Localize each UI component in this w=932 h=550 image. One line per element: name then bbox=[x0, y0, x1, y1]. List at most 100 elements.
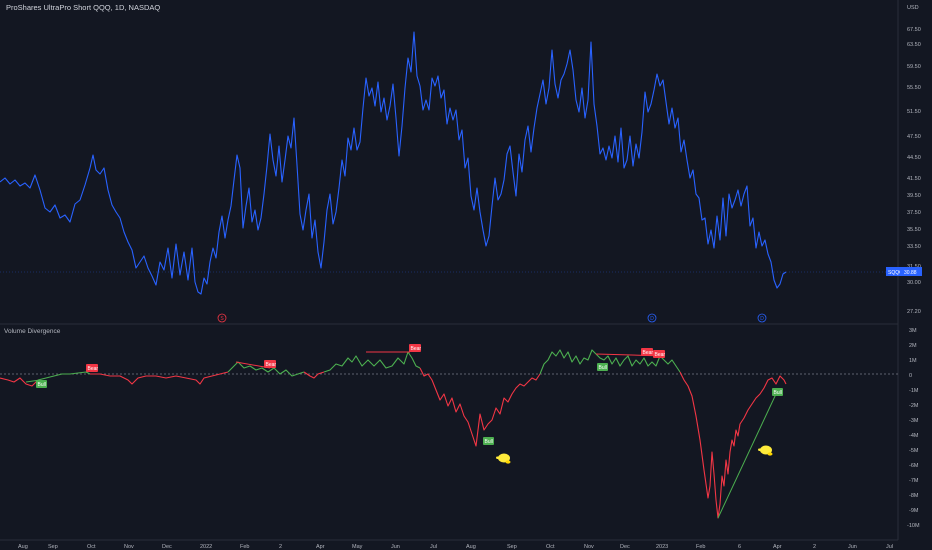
time-tick: Aug bbox=[18, 544, 28, 550]
time-tick: May bbox=[352, 544, 363, 550]
vd-segment-bear bbox=[419, 367, 541, 447]
label-bg bbox=[409, 344, 421, 352]
label-text: Bear bbox=[411, 346, 422, 352]
indicator-tick: 1M bbox=[909, 358, 917, 364]
volume-divergence-line[interactable] bbox=[0, 349, 787, 519]
label-text: Bear bbox=[643, 350, 654, 356]
time-tick: Aug bbox=[466, 544, 476, 550]
symbol-title[interactable]: ProShares UltraPro Short QQQ, 1D, NASDAQ bbox=[6, 3, 161, 12]
time-tick: Feb bbox=[696, 544, 705, 550]
time-tick: Apr bbox=[316, 544, 325, 550]
label-text: Bull bbox=[599, 365, 607, 371]
price-tick: 67.50 bbox=[907, 27, 921, 33]
divergence-label-bull[interactable]: Bull bbox=[36, 380, 47, 388]
time-tick: Nov bbox=[584, 544, 594, 550]
time-tick: Feb bbox=[240, 544, 249, 550]
event-marker-circle bbox=[757, 313, 767, 323]
label-bg bbox=[36, 380, 47, 388]
label-bg bbox=[772, 388, 783, 396]
vd-segment-bull bbox=[539, 349, 681, 375]
price-tick: 27.20 bbox=[907, 309, 921, 315]
price-tick: 37.50 bbox=[907, 210, 921, 216]
label-bg bbox=[653, 350, 665, 358]
indicator-title[interactable]: Volume Divergence bbox=[4, 328, 61, 335]
label-text: Bear bbox=[266, 362, 277, 368]
indicator-tick: -8M bbox=[909, 493, 919, 499]
pointing-hand-icon bbox=[496, 453, 511, 464]
price-tick: 59.50 bbox=[907, 64, 921, 70]
badge-symbol: SQQQ bbox=[888, 270, 903, 276]
indicator-tick: 2M bbox=[909, 343, 917, 349]
price-tick: 63.50 bbox=[907, 42, 921, 48]
price-tick: 33.50 bbox=[907, 244, 921, 250]
divergence-label-bear[interactable]: Bear bbox=[264, 360, 276, 368]
price-tick: 44.50 bbox=[907, 155, 921, 161]
event-marker-label: S bbox=[220, 316, 224, 322]
divergence-label-bear[interactable]: Bear bbox=[86, 364, 98, 372]
label-text: Bear bbox=[655, 352, 666, 358]
divergence-label-bull[interactable]: Bull bbox=[772, 388, 783, 396]
time-tick: 2022 bbox=[200, 544, 212, 550]
indicator-tick: -5M bbox=[909, 448, 919, 454]
time-tick: 2 bbox=[813, 544, 816, 550]
time-tick: Dec bbox=[620, 544, 630, 550]
label-text: Bull bbox=[38, 382, 46, 388]
indicator-tick: -1M bbox=[909, 388, 919, 394]
badge-value-bg bbox=[900, 267, 922, 276]
label-bg bbox=[597, 363, 608, 371]
price-tick: 30.00 bbox=[907, 280, 921, 286]
divergence-label-bull[interactable]: Bull bbox=[597, 363, 608, 371]
time-axis[interactable]: Aug Sep Oct Nov Dec 2022 Feb 2 Apr May J… bbox=[18, 544, 893, 550]
indicator-tick: -6M bbox=[909, 463, 919, 469]
price-tick: 41.50 bbox=[907, 176, 921, 182]
label-bg bbox=[86, 364, 98, 372]
indicator-tick: -2M bbox=[909, 403, 919, 409]
vd-segment-bear bbox=[679, 371, 787, 519]
event-marker-d[interactable]: D bbox=[647, 313, 657, 323]
last-price-badge[interactable]: SQQQ 30.88 bbox=[886, 267, 922, 276]
event-marker-s[interactable]: S bbox=[217, 313, 227, 323]
divergence-label-bear[interactable]: Bear bbox=[653, 350, 665, 358]
badge-symbol-bg bbox=[886, 267, 900, 276]
divergence-label-bull[interactable]: Bull bbox=[483, 437, 494, 445]
indicator-tick: 0 bbox=[909, 373, 912, 379]
badge-value: 30.88 bbox=[904, 270, 917, 276]
indicator-tick: -4M bbox=[909, 433, 919, 439]
time-tick: Oct bbox=[87, 544, 96, 550]
event-marker-d[interactable]: D bbox=[757, 313, 767, 323]
event-marker-circle bbox=[647, 313, 657, 323]
time-tick: Sep bbox=[48, 544, 58, 550]
time-tick: Jul bbox=[886, 544, 893, 550]
price-line[interactable] bbox=[0, 31, 787, 295]
vd-segment-bear bbox=[0, 377, 39, 387]
label-text: Bull bbox=[485, 439, 493, 445]
time-tick: 6 bbox=[738, 544, 741, 550]
price-tick: 51.50 bbox=[907, 109, 921, 115]
indicator-axis[interactable]: 3M 2M 1M 0 -1M -2M -3M -4M -5M -6M -7M -… bbox=[907, 328, 920, 529]
pointing-hand-icon bbox=[758, 445, 773, 456]
time-tick: Oct bbox=[546, 544, 555, 550]
price-tick: 55.50 bbox=[907, 85, 921, 91]
indicator-tick: -10M bbox=[907, 523, 920, 529]
time-tick: Apr bbox=[773, 544, 782, 550]
price-tick: 35.50 bbox=[907, 227, 921, 233]
price-tick: 47.50 bbox=[907, 134, 921, 140]
label-text: Bear bbox=[88, 366, 99, 372]
time-tick: Jul bbox=[430, 544, 437, 550]
bull-divergence-line bbox=[717, 393, 777, 519]
label-text: Bull bbox=[774, 390, 782, 396]
time-tick: Nov bbox=[124, 544, 134, 550]
event-marker-circle bbox=[217, 313, 227, 323]
time-tick: 2 bbox=[279, 544, 282, 550]
price-axis[interactable]: USD 67.50 63.50 59.50 55.50 51.50 47.50 … bbox=[907, 5, 921, 315]
divergence-label-bear[interactable]: Bear bbox=[409, 344, 421, 352]
label-bg bbox=[483, 437, 494, 445]
event-marker-label: D bbox=[650, 316, 654, 322]
label-bg bbox=[264, 360, 276, 368]
currency-label: USD bbox=[907, 5, 919, 11]
divergence-label-bear[interactable]: Bear bbox=[641, 348, 653, 356]
vd-segment-bear bbox=[90, 371, 229, 385]
event-marker-label: D bbox=[760, 316, 764, 322]
time-tick: Jun bbox=[848, 544, 857, 550]
